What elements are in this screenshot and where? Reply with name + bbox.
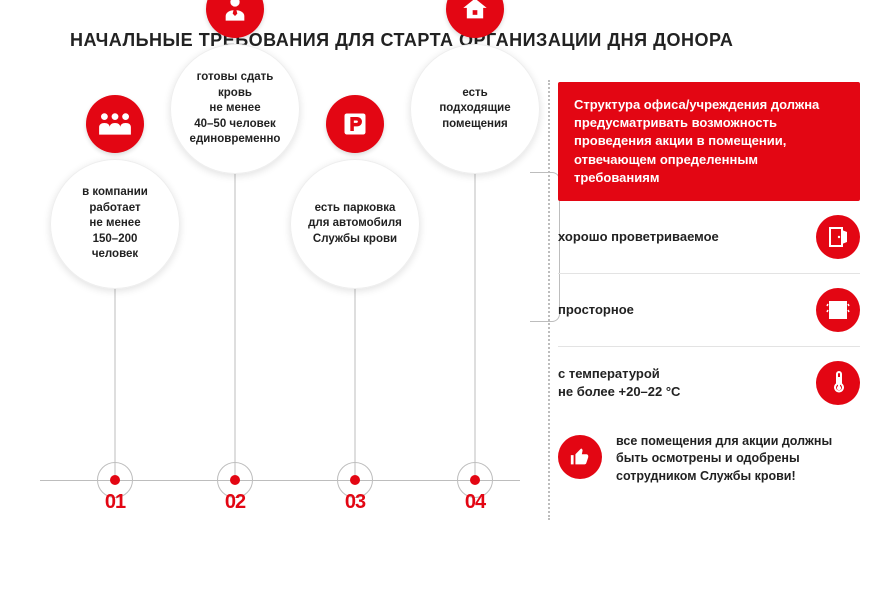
- step-text: естьподходящиепомещения: [439, 86, 510, 133]
- approval-note-text: все помещения для акции должны быть осмо…: [616, 433, 860, 486]
- window-icon: [816, 288, 860, 332]
- step-number: 02: [225, 491, 245, 514]
- step-text: готовы сдать кровьне менее40–50 человеке…: [184, 70, 286, 148]
- thumbs-up-icon: [558, 435, 602, 479]
- timeline-step-02: готовы сдать кровьне менее40–50 человеке…: [180, 80, 290, 480]
- step-text: в компанииработаетне менее150–200человек: [82, 185, 148, 263]
- timeline-step-01: в компанииработаетне менее150–200человек…: [60, 80, 170, 480]
- step-bubble: есть парковкадля автомобиляСлужбы крови: [290, 159, 420, 289]
- requirement-row: просторное: [558, 274, 860, 347]
- house-icon: [446, 0, 504, 38]
- step-number: 03: [345, 491, 365, 514]
- step-stem: [475, 160, 476, 480]
- people-icon: [86, 95, 144, 153]
- step-stem: [235, 160, 236, 480]
- step-bubble: в компанииработаетне менее150–200человек: [50, 159, 180, 289]
- step-number: 01: [105, 491, 125, 514]
- step-bubble: естьподходящиепомещения: [410, 44, 540, 174]
- step-stem: [115, 275, 116, 480]
- door-icon: [816, 215, 860, 259]
- bracket: [530, 172, 560, 322]
- parking-icon: [326, 95, 384, 153]
- requirement-text: с температуройне более +20–22 °С: [558, 365, 690, 400]
- vertical-divider: [548, 80, 550, 520]
- timeline-step-04: естьподходящиепомещения04: [420, 80, 530, 480]
- requirement-row: хорошо проветриваемое: [558, 201, 860, 274]
- step-bubble: готовы сдать кровьне менее40–50 человеке…: [170, 44, 300, 174]
- timeline-step-03: есть парковкадля автомобиляСлужбы крови0…: [300, 80, 410, 480]
- approval-note: все помещения для акции должны быть осмо…: [558, 419, 860, 486]
- timeline-panel: в компанииработаетне менее150–200человек…: [40, 80, 520, 540]
- requirements-summary-box: Структура офиса/учреждения должна предус…: [558, 82, 860, 201]
- requirements-panel: Структура офиса/учреждения должна предус…: [558, 82, 860, 485]
- person-icon: [206, 0, 264, 38]
- thermometer-icon: [816, 361, 860, 405]
- requirement-text: просторное: [558, 301, 644, 319]
- step-text: есть парковкадля автомобиляСлужбы крови: [308, 201, 402, 248]
- step-number: 04: [465, 491, 485, 514]
- requirement-row: с температуройне более +20–22 °С: [558, 347, 860, 419]
- requirement-text: хорошо проветриваемое: [558, 228, 729, 246]
- step-stem: [355, 275, 356, 480]
